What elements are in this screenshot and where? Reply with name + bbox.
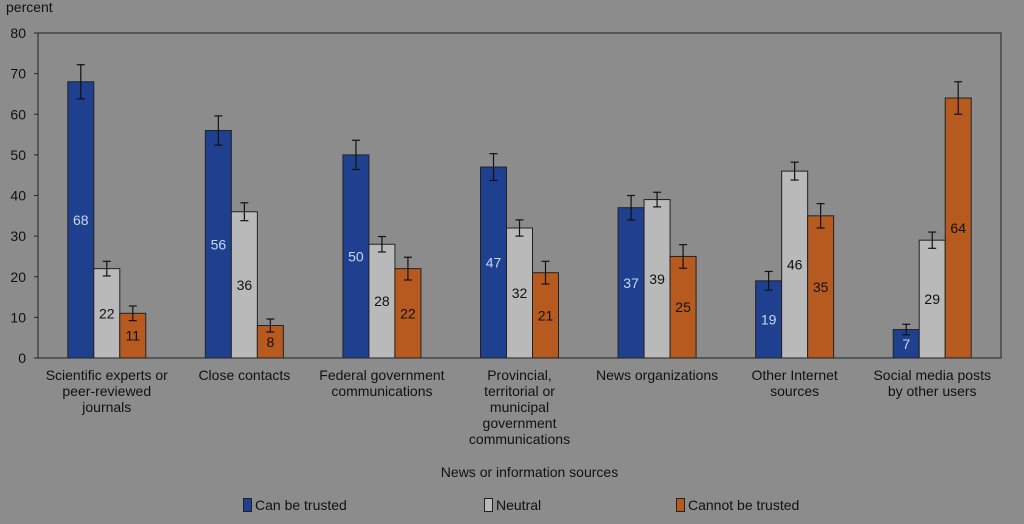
data-label: 8 [266,334,274,350]
x-tick-label: Close contacts [198,367,290,383]
x-tick-label: territorial or [484,383,555,399]
x-tick-label: Other Internet [751,367,837,383]
legend-item-neutral: Neutral [484,497,541,513]
legend-item-cannot-be-trusted: Cannot be trusted [676,497,799,513]
legend: Can be trusted Neutral Cannot be trusted [0,497,1024,517]
bar [342,154,370,359]
x-tick-label: communications [331,383,432,399]
data-label: 47 [486,255,502,271]
legend-item-can-be-trusted: Can be trusted [243,497,347,513]
legend-label-can-be-trusted: Can be trusted [255,497,347,513]
x-axis-title: News or information sources [441,464,618,480]
x-tick-label: government [483,415,557,431]
y-axis-label: percent [6,0,53,15]
data-label: 46 [787,257,803,273]
data-label: 19 [761,311,777,327]
x-tick-label: Social media posts [873,367,991,383]
data-label: 22 [400,305,416,321]
bar [394,268,422,359]
y-tick-label: 0 [18,350,26,366]
data-label: 11 [126,328,141,344]
data-label: 37 [623,275,639,291]
y-tick-label: 20 [10,269,26,285]
bar [669,255,697,359]
data-label: 50 [348,248,364,264]
data-label: 21 [538,307,554,323]
data-label: 68 [73,212,89,228]
bar [807,215,835,359]
bar [755,280,783,359]
y-tick-label: 80 [10,25,26,41]
data-label: 22 [99,305,115,321]
data-label: 35 [813,279,829,295]
x-tick-label: journals [81,399,131,415]
y-tick-label: 70 [10,66,26,82]
data-label: 7 [902,336,910,352]
x-tick-label: peer-reviewed [62,383,151,399]
legend-swatch-cannot-be-trusted [676,498,685,512]
x-tick-label: communications [469,431,570,447]
data-label: 56 [211,236,227,252]
bar [67,81,95,359]
data-label: 25 [675,299,691,315]
data-label: 36 [237,277,253,293]
x-tick-label: Federal government [319,367,444,383]
y-tick-label: 60 [10,106,26,122]
bar [368,243,396,359]
data-label: 39 [649,271,665,287]
x-tick-label: municipal [490,399,549,415]
x-tick-label: Scientific experts or [46,367,168,383]
legend-swatch-can-be-trusted [243,498,252,512]
data-label: 28 [374,293,390,309]
bar [230,211,258,359]
data-label: 29 [924,291,940,307]
y-tick-label: 40 [10,188,26,204]
x-tick-label: Provincial, [487,367,552,383]
bar [204,130,232,359]
data-label: 64 [950,220,966,236]
legend-label-neutral: Neutral [496,497,542,513]
y-tick-label: 30 [10,228,26,244]
x-tick-label: News organizations [596,367,718,383]
data-label: 32 [512,285,528,301]
x-tick-label: by other users [888,383,977,399]
legend-swatch-neutral [484,498,493,512]
bar [480,166,507,359]
legend-label-cannot-be-trusted: Cannot be trusted [688,497,800,513]
x-tick-label: sources [770,383,819,399]
y-tick-label: 10 [10,309,26,325]
y-tick-label: 50 [10,147,26,163]
